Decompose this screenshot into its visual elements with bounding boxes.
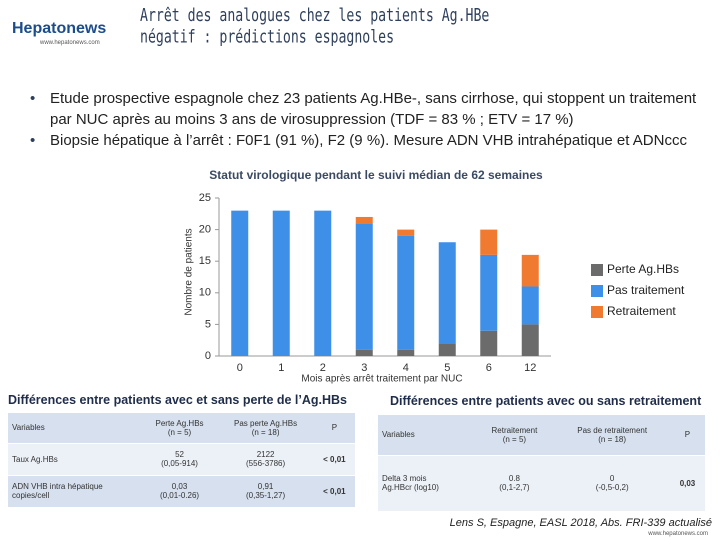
legend-swatch [591,306,603,318]
table-cell: Variables [378,415,475,456]
x-axis-label: Mois après arrêt traitement par NUC [301,374,462,385]
bar-segment [438,343,456,356]
logo: Hepatonews [12,20,107,37]
table-cell: Taux Ag.HBs [8,443,142,476]
table-heading: Différences entre patients avec ou sans … [390,394,702,408]
table-cell: P [313,413,355,444]
bar-segment [521,324,539,356]
citation: Lens S, Espagne, EASL 2018, Abs. FRI-339… [449,517,712,529]
table-cell: P [669,415,705,456]
table-cell: Perte Ag.HBs (n = 5) [141,413,218,444]
bar-segment [480,330,498,356]
bar-segment [355,223,373,350]
bullet: Biopsie hépatique à l’arrêt : F0F1 (91 %… [30,130,720,151]
table-cell: 52 (0,05-914) [141,443,218,476]
table-cell: 0,03 [669,455,705,512]
table-cell: Pas de retraitement (n = 18) [554,415,670,456]
y-tick-label: 20 [199,224,211,236]
bar-segment [521,286,539,325]
legend-label: Pas traitement [607,283,685,297]
y-tick-label: 0 [205,350,211,362]
table-cell: 0,03 (0,01-0.26) [141,475,218,508]
x-tick-label: 5 [444,362,450,374]
x-tick-label: 6 [486,362,492,374]
logo-url: www.hepatonews.com [40,40,100,46]
footer-url: www.hepatonews.com [648,531,708,537]
y-tick-label: 5 [205,318,211,330]
bar-segment [480,254,498,331]
table-cell: 2122 (556-3786) [217,443,314,476]
table-cell: 0 (-0,5-0,2) [554,455,670,512]
table-row: Variables Retraitement (n = 5) Pas de retr… [378,415,705,456]
table-cell: 0,91 (0,35-1,27) [217,475,314,508]
bar-segment [521,254,539,287]
legend-swatch [591,264,603,276]
table-cell: Retraitement (n = 5) [474,415,555,456]
x-tick-label: 4 [403,362,409,374]
chart: Statut virologique pendant le suivi médi… [184,168,685,385]
y-tick-label: 15 [199,255,211,267]
bar-segment [397,235,415,350]
bar-segment [397,349,415,356]
bar-segment [480,229,498,255]
y-tick-label: 10 [199,287,211,299]
bar-segment [438,242,456,344]
table: Variables Perte Ag.HBs (n = 5) Pas perte A… [8,413,355,508]
table-cell: Delta 3 mois Ag.HBcr (log10) [378,455,475,512]
table-cell: ADN VHB intra hépatique copies/cell [8,475,142,508]
legend-label: Perte Ag.HBs [607,262,679,276]
chart-title: Statut virologique pendant le suivi médi… [209,168,543,182]
y-axis-label: Nombre de patients [184,228,195,315]
x-tick-label: 3 [361,362,367,374]
table-cell: < 0,01 [313,475,355,508]
slide-title: Arrêt des analogues chez les patients Ag… [140,6,490,48]
table-row: Delta 3 mois Ag.HBcr (log10) 0.8 (0,1-2,7… [378,455,705,512]
bar-segment [272,210,290,356]
table-cell: Variables [8,413,142,444]
table-cell: 0.8 (0,1-2,7) [474,455,555,512]
table: Variables Retraitement (n = 5) Pas de retr… [378,415,705,512]
x-tick-label: 12 [524,362,536,374]
y-tick-label: 25 [199,192,211,204]
table-heading: Différences entre patients avec et sans … [8,393,348,407]
bar-segment [355,216,373,224]
x-tick-label: 0 [237,362,243,374]
x-tick-label: 1 [278,362,284,374]
legend-swatch [591,285,603,297]
bar-segment [355,349,373,356]
table-cell: Pas perte Ag.HBs (n = 18) [217,413,314,444]
bar-segment [314,210,332,356]
bar-segment [231,210,249,356]
bar-segment [397,229,415,236]
bullet: Etude prospective espagnole chez 23 pati… [30,88,720,130]
table-row: Variables Perte Ag.HBs (n = 5) Pas perte A… [8,413,355,444]
x-tick-label: 2 [320,362,326,374]
table-row: Taux Ag.HBs 52 (0,05-914) 2122 (556-3786) <… [8,443,355,476]
legend-label: Retraitement [607,304,676,318]
table-cell: < 0,01 [313,443,355,476]
bullet-list: Etude prospective espagnole chez 23 pati… [28,88,720,151]
table-row: ADN VHB intra hépatique copies/cell 0,03 … [8,475,355,508]
